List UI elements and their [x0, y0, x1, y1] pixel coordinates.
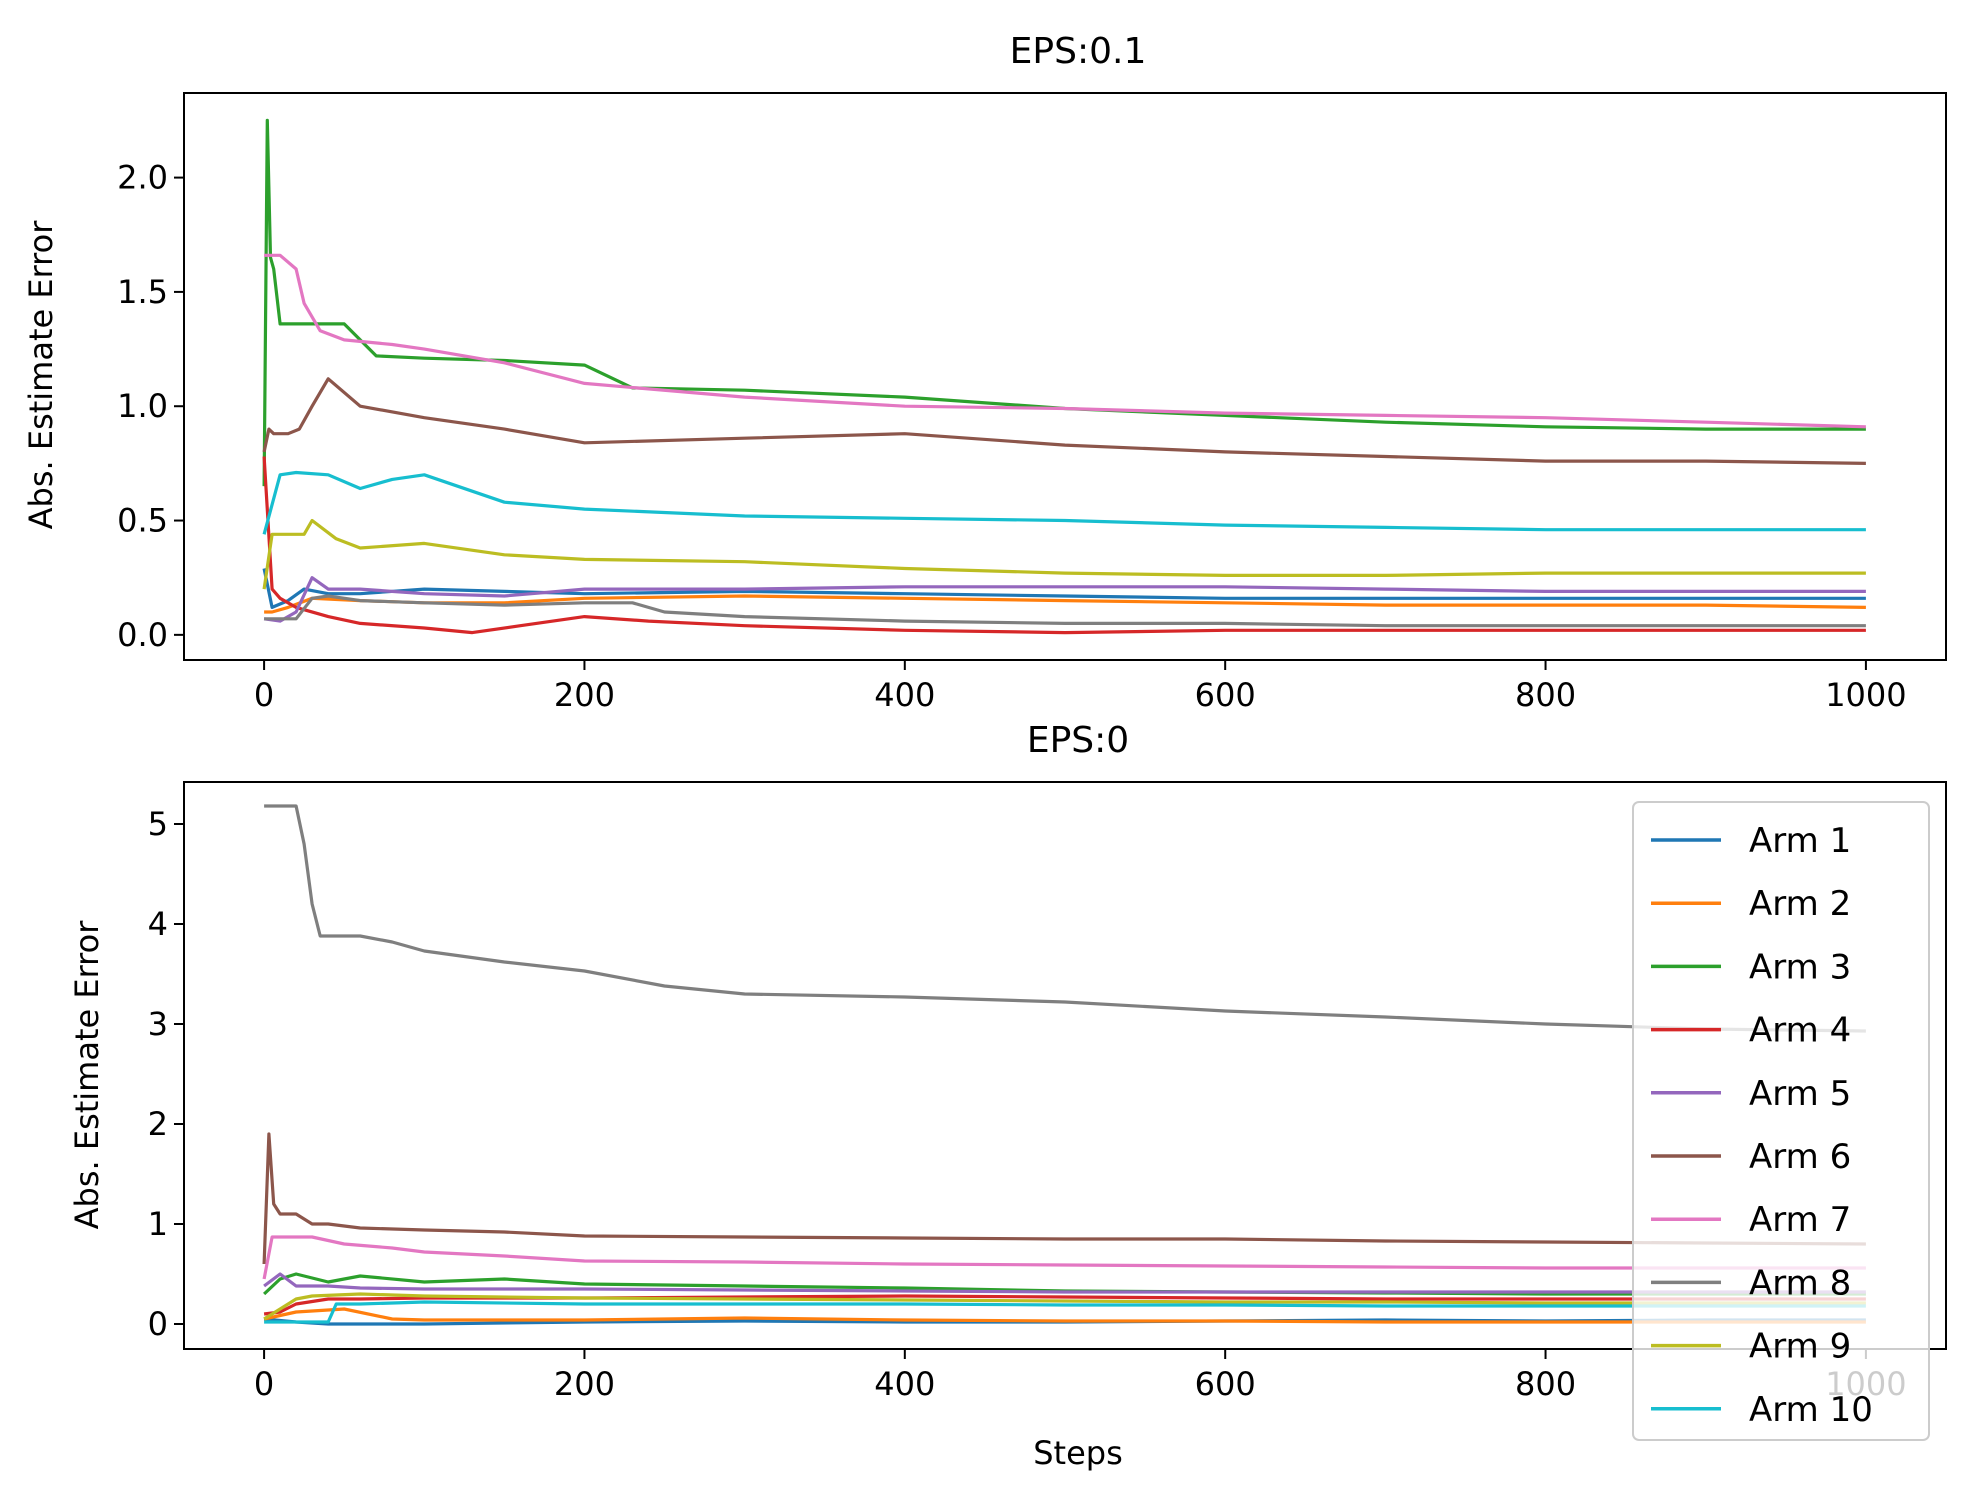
y-axis-label: Abs. Estimate Error: [22, 220, 60, 530]
chart-eps-0-1: EPS:0.1 Abs. Estimate Error 0 200 400 600 80…: [22, 31, 1947, 714]
legend: Arm 1 Arm 2 Arm 3 Arm 4 Arm 5 Arm 6 Arm 7 Arm 8…: [1632, 801, 1930, 1441]
y-tick-label: 2: [148, 1105, 168, 1143]
y-tick-label: 4: [148, 905, 168, 943]
legend-label-arm-3: Arm 3: [1749, 947, 1851, 987]
legend-label-arm-1: Arm 1: [1749, 821, 1851, 861]
series-line-arm-9: [263, 1292, 1866, 1321]
series-line-arm-9: [262, 518, 1866, 590]
y-tick-label: 1: [148, 1205, 168, 1243]
y-tick-label: 2.0: [117, 159, 168, 197]
series-line-arm-5: [263, 1272, 1866, 1294]
axes-frame: [183, 781, 1947, 1350]
x-tick-label: 400: [874, 676, 935, 714]
legend-label-arm-8: Arm 8: [1749, 1263, 1851, 1303]
legend-label-arm-7: Arm 7: [1749, 1200, 1851, 1240]
series-line-arm-4: [262, 456, 1866, 635]
y-axis-label: Abs. Estimate Error: [68, 920, 106, 1230]
y-tick-label: 0.5: [117, 502, 168, 540]
series-line-arm-10: [264, 1300, 1866, 1324]
x-tick-label: 0: [254, 1365, 274, 1403]
series-line-arm-6: [262, 1132, 1866, 1265]
series-line-arm-7: [262, 1235, 1866, 1280]
series-line-arm-7: [264, 253, 1866, 429]
series-layer: [262, 118, 1866, 635]
legend-label-arm-6: Arm 6: [1749, 1137, 1851, 1177]
x-axis-label: Steps: [1033, 1434, 1123, 1472]
series-line-arm-6: [262, 377, 1866, 465]
chart-title: EPS:0: [1027, 720, 1129, 761]
x-tick-label: 800: [1515, 1365, 1576, 1403]
y-tick-label: 0.0: [117, 616, 168, 654]
series-line-arm-5: [263, 576, 1866, 623]
y-tick-label: 0: [148, 1305, 168, 1343]
series-layer: [262, 804, 1866, 1326]
tick-layer: 0 200 400 600 800 1000 0.0 0.5 1.0 1.5 2.0: [117, 159, 1907, 714]
x-tick-label: 600: [1195, 676, 1256, 714]
legend-box: [1632, 801, 1930, 1441]
legend-label-arm-2: Arm 2: [1749, 884, 1851, 924]
series-line-arm-10: [262, 470, 1866, 535]
legend-label-arm-5: Arm 5: [1749, 1074, 1851, 1114]
y-tick-label: 5: [148, 805, 168, 843]
x-tick-label: 400: [874, 1365, 935, 1403]
x-tick-label: 200: [554, 1365, 615, 1403]
series-line-arm-3: [262, 118, 1866, 487]
y-tick-label: 3: [148, 1005, 168, 1043]
axes-frame: [183, 92, 1947, 661]
legend-label-arm-9: Arm 9: [1749, 1327, 1851, 1367]
series-line-arm-2: [263, 1307, 1866, 1324]
chart-title: EPS:0.1: [1010, 31, 1147, 72]
series-line-arm-1: [262, 568, 1866, 609]
x-tick-label: 200: [554, 676, 615, 714]
series-line-arm-8: [264, 594, 1866, 628]
y-tick-label: 1.5: [117, 273, 168, 311]
legend-label-arm-10: Arm 10: [1749, 1390, 1873, 1430]
legend-label-arm-4: Arm 4: [1749, 1011, 1851, 1051]
chart-eps-0: EPS:0 Abs. Estimate Error Steps 0 200 400 6…: [68, 720, 1947, 1472]
x-tick-label: 1000: [1825, 676, 1906, 714]
series-line-arm-8: [264, 804, 1866, 1033]
y-tick-label: 1.0: [117, 387, 168, 425]
x-tick-label: 800: [1515, 676, 1576, 714]
x-tick-label: 0: [254, 676, 274, 714]
series-line-arm-4: [263, 1294, 1866, 1316]
x-tick-label: 600: [1195, 1365, 1256, 1403]
